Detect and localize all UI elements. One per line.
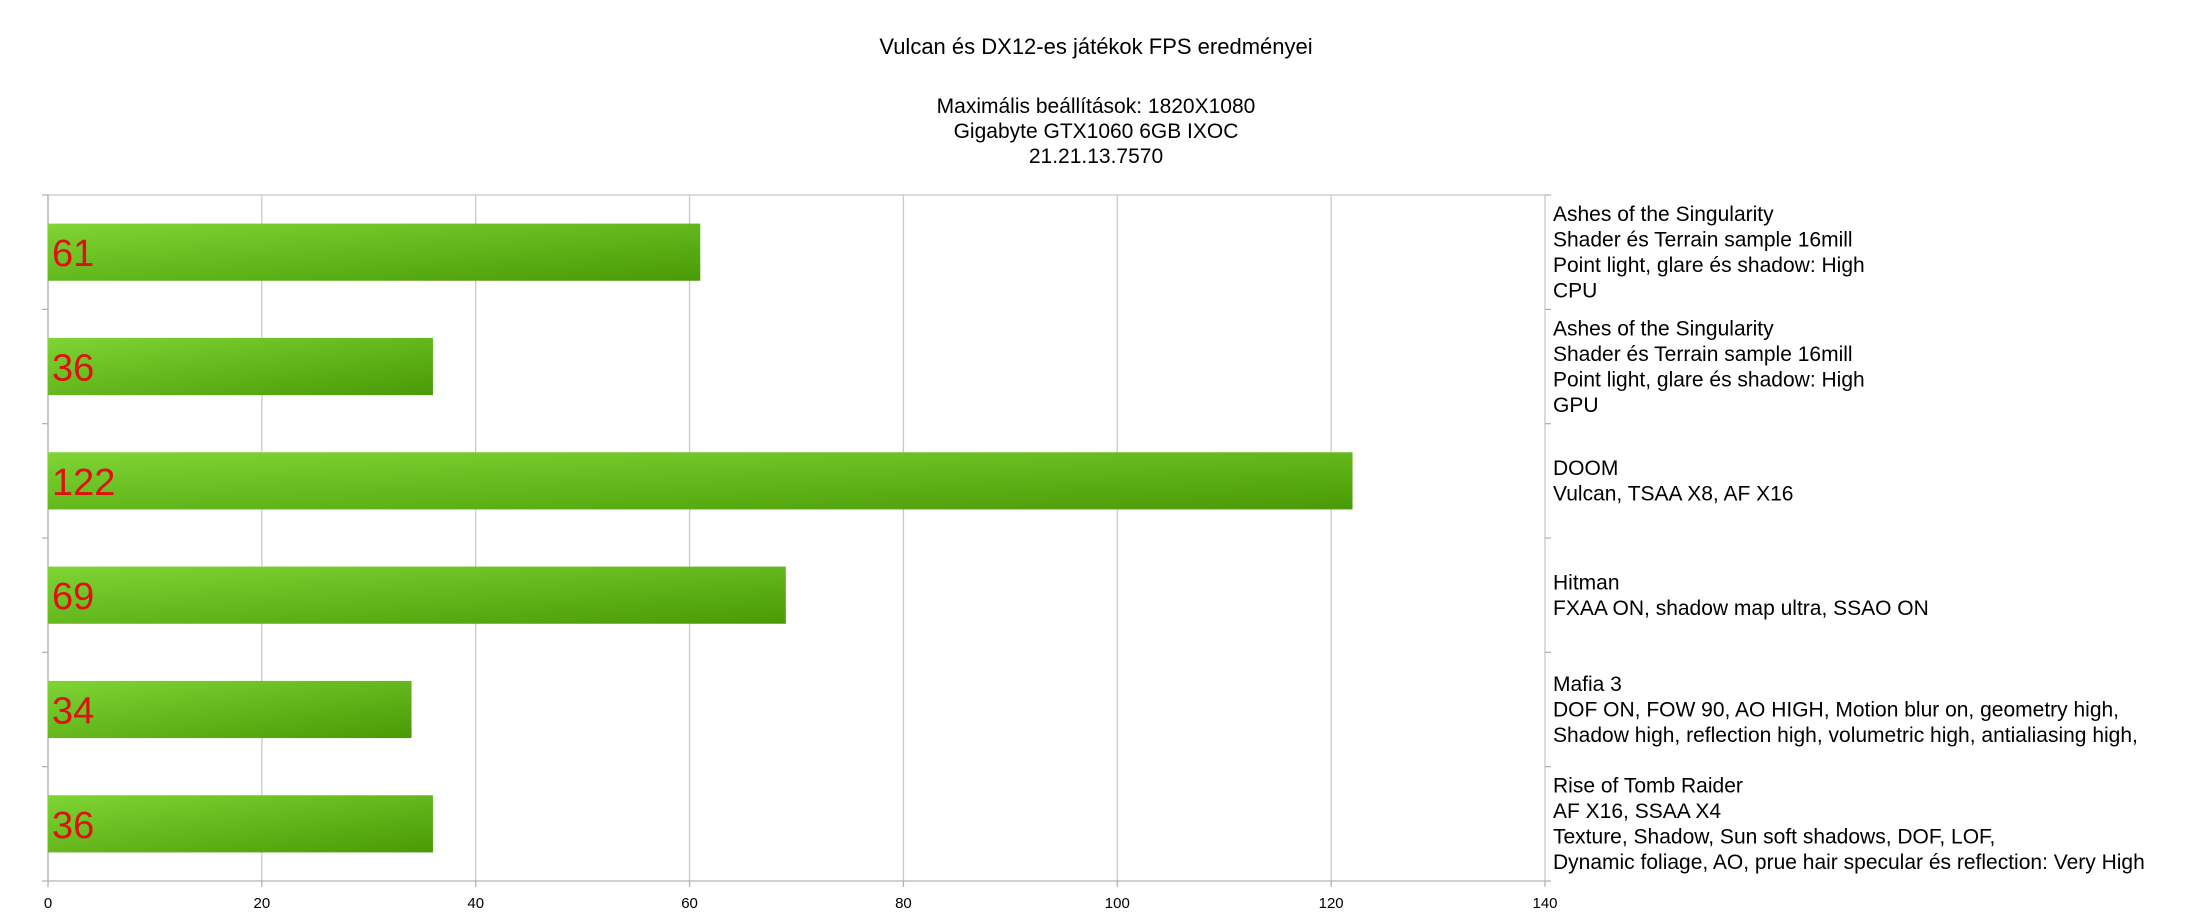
data-label-1: 36 bbox=[52, 348, 94, 390]
bar-4 bbox=[48, 680, 412, 739]
category-label-2-line-1: Vulcan, TSAA X8, AF X16 bbox=[1553, 483, 1793, 506]
x-tick-label-3: 60 bbox=[681, 895, 698, 912]
category-label-0-line-3: CPU bbox=[1553, 279, 1597, 302]
category-label-5-line-2: Texture, Shadow, Sun soft shadows, DOF, … bbox=[1553, 826, 1995, 849]
bar-1 bbox=[48, 337, 433, 396]
category-label-4-line-0: Mafia 3 bbox=[1553, 673, 1622, 696]
x-tick-label-4: 80 bbox=[895, 895, 912, 912]
bar-0 bbox=[48, 223, 701, 281]
chart-subtitle-line-1: Maximális beállítások: 1820X1080 bbox=[937, 95, 1256, 118]
data-label-4: 34 bbox=[52, 691, 94, 733]
category-label-3-line-0: Hitman bbox=[1553, 571, 1620, 594]
chart-title: Vulcan és DX12-es játékok FPS eredményei bbox=[879, 34, 1312, 59]
bars bbox=[48, 223, 1353, 853]
x-tick-label-7: 140 bbox=[1532, 895, 1557, 912]
x-tick-label-6: 120 bbox=[1319, 895, 1344, 912]
grid-lines bbox=[47, 194, 1546, 881]
category-label-4-line-1: DOF ON, FOW 90, AO HIGH, Motion blur on,… bbox=[1553, 699, 2119, 722]
category-label-1-line-3: GPU bbox=[1553, 394, 1599, 417]
chart-subtitle-line-2: Gigabyte GTX1060 6GB IXOC bbox=[954, 120, 1239, 143]
x-tick-labels: 0 20 40 60 80 100 120 140 bbox=[44, 895, 1558, 912]
x-tick-label-5: 100 bbox=[1105, 895, 1130, 912]
category-label-5: Rise of Tomb Raider AF X16, SSAA X4 Textur… bbox=[1553, 775, 2145, 875]
category-label-3-line-1: FXAA ON, shadow map ultra, SSAO ON bbox=[1553, 597, 1929, 620]
category-label-1: Ashes of the Singularity Shader és Terrai… bbox=[1553, 317, 1865, 417]
category-label-0: Ashes of the Singularity Shader és Terrai… bbox=[1553, 203, 1865, 302]
x-tick-label-1: 20 bbox=[254, 895, 271, 912]
category-label-4: Mafia 3 DOF ON, FOW 90, AO HIGH, Motion b… bbox=[1553, 673, 2138, 747]
category-label-0-line-1: Shader és Terrain sample 16mill bbox=[1553, 228, 1853, 251]
category-label-0-line-0: Ashes of the Singularity bbox=[1553, 203, 1774, 226]
category-label-5-line-0: Rise of Tomb Raider bbox=[1553, 775, 1743, 798]
x-tick-label-2: 40 bbox=[467, 895, 484, 912]
data-label-2: 122 bbox=[52, 462, 115, 504]
category-label-1-line-0: Ashes of the Singularity bbox=[1553, 317, 1774, 340]
data-label-5: 36 bbox=[52, 805, 94, 847]
chart-subtitle-line-3: 21.21.13.7570 bbox=[1029, 145, 1163, 168]
category-label-2-line-0: DOOM bbox=[1553, 457, 1618, 480]
category-label-3: Hitman FXAA ON, shadow map ultra, SSAO ON bbox=[1553, 571, 1929, 620]
category-labels: Ashes of the Singularity Shader és Terrai… bbox=[1553, 203, 2145, 874]
category-label-5-line-1: AF X16, SSAA X4 bbox=[1553, 800, 1721, 823]
category-label-4-line-2: Shadow high, reflection high, volumetric… bbox=[1553, 724, 2138, 747]
bar-2 bbox=[48, 452, 1353, 510]
category-label-0-line-2: Point light, glare és shadow: High bbox=[1553, 254, 1865, 277]
axes bbox=[42, 194, 1551, 887]
category-label-1-line-1: Shader és Terrain sample 16mill bbox=[1553, 343, 1853, 366]
category-label-1-line-2: Point light, glare és shadow: High bbox=[1553, 368, 1865, 391]
data-label-0: 61 bbox=[52, 233, 94, 275]
category-label-2: DOOM Vulcan, TSAA X8, AF X16 bbox=[1553, 457, 1793, 506]
data-labels: 61 36 122 69 34 36 bbox=[52, 233, 115, 847]
category-label-5-line-3: Dynamic foliage, AO, prue hair specular … bbox=[1553, 851, 2145, 874]
bar-3 bbox=[48, 566, 786, 624]
x-tick-label-0: 0 bbox=[44, 895, 52, 912]
bar-5 bbox=[48, 795, 433, 853]
data-label-3: 69 bbox=[52, 576, 94, 618]
